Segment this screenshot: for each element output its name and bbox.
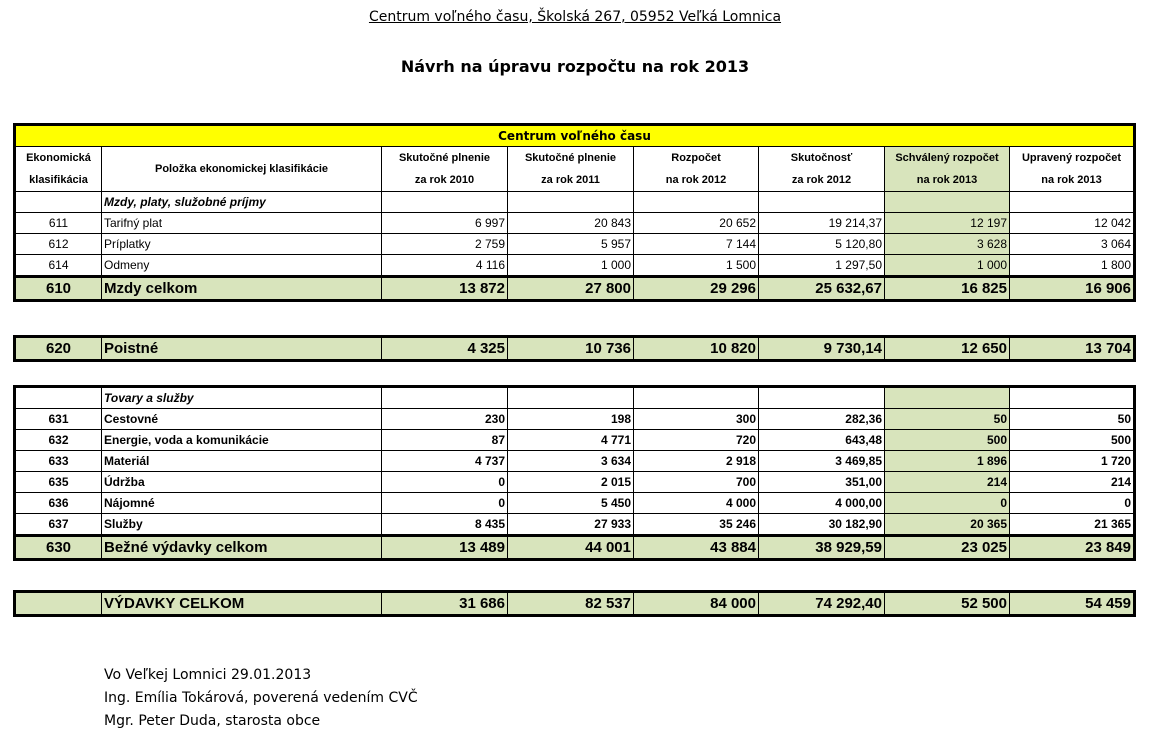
- table-row: 611 Tarifný plat 6 997 20 843 20 652 19 214…: [14, 212, 1135, 234]
- table-banner: Centrum voľného času: [14, 124, 1135, 147]
- total-row: 610 Mzdy celkom 13 872 27 800 29 296 25 632…: [14, 276, 1135, 301]
- col-header-ek: Ekonomická klasifikácia: [14, 146, 102, 192]
- col-header: Upravený rozpočet na rok 2013: [1009, 146, 1135, 192]
- col-header: Skutočnosť za rok 2012: [758, 146, 885, 192]
- footer-mayor-line: Mgr. Peter Duda, starosta obce: [104, 713, 321, 729]
- budget-table-goods: Tovary a služby 631 Cestovné 230 198 300 28…: [13, 385, 1136, 561]
- section-label: Mzdy, platy, služobné príjmy: [101, 191, 382, 213]
- table-row: 633 Materiál 4 737 3 634 2 918 3 469,85 1 8…: [14, 450, 1135, 472]
- footer-date-line: Vo Veľkej Lomnici 29.01.2013: [104, 667, 312, 683]
- col-header-item: Položka ekonomickej klasifikácie: [101, 146, 382, 192]
- document-title: Návrh na úpravu rozpočtu na rok 2013: [400, 57, 750, 76]
- table-row: 637 Služby 8 435 27 933 35 246 30 182,90 20…: [14, 513, 1135, 536]
- table-row: 631 Cestovné 230 198 300 282,36 50 50: [14, 408, 1135, 430]
- total-row: 620 Poistné 4 325 10 736 10 820 9 730,14 12…: [14, 336, 1135, 361]
- signature-block: Vo Veľkej Lomnici 29.01.2013 Ing. Emília…: [104, 664, 418, 733]
- section-label: Tovary a služby: [101, 386, 382, 409]
- budget-table-insurance: 620 Poistné 4 325 10 736 10 820 9 730,14 12…: [13, 335, 1136, 362]
- table-row: 632 Energie, voda a komunikácie 87 4 771 7…: [14, 429, 1135, 451]
- grand-total-row: VÝDAVKY CELKOM 31 686 82 537 84 000 74 292…: [14, 591, 1135, 616]
- table-row: 612 Príplatky 2 759 5 957 7 144 5 120,80 3 …: [14, 233, 1135, 255]
- col-header: Skutočné plnenie za rok 2010: [381, 146, 508, 192]
- total-row: 630 Bežné výdavky celkom 13 489 44 001 43 …: [14, 535, 1135, 560]
- budget-table-wages: Centrum voľného času Ekonomická klasifiká…: [13, 123, 1136, 302]
- col-header: Skutočné plnenie za rok 2011: [507, 146, 634, 192]
- footer-author-line: Ing. Emília Tokárová, poverená vedením C…: [104, 690, 418, 706]
- document-header: Centrum voľného času, Školská 267, 05952…: [368, 9, 782, 25]
- budget-table-grand-total: VÝDAVKY CELKOM 31 686 82 537 84 000 74 292…: [13, 590, 1136, 617]
- col-header: Rozpočet na rok 2012: [633, 146, 759, 192]
- table-row: 614 Odmeny 4 116 1 000 1 500 1 297,50 1 000…: [14, 254, 1135, 277]
- col-header: Schválený rozpočet na rok 2013: [884, 146, 1010, 192]
